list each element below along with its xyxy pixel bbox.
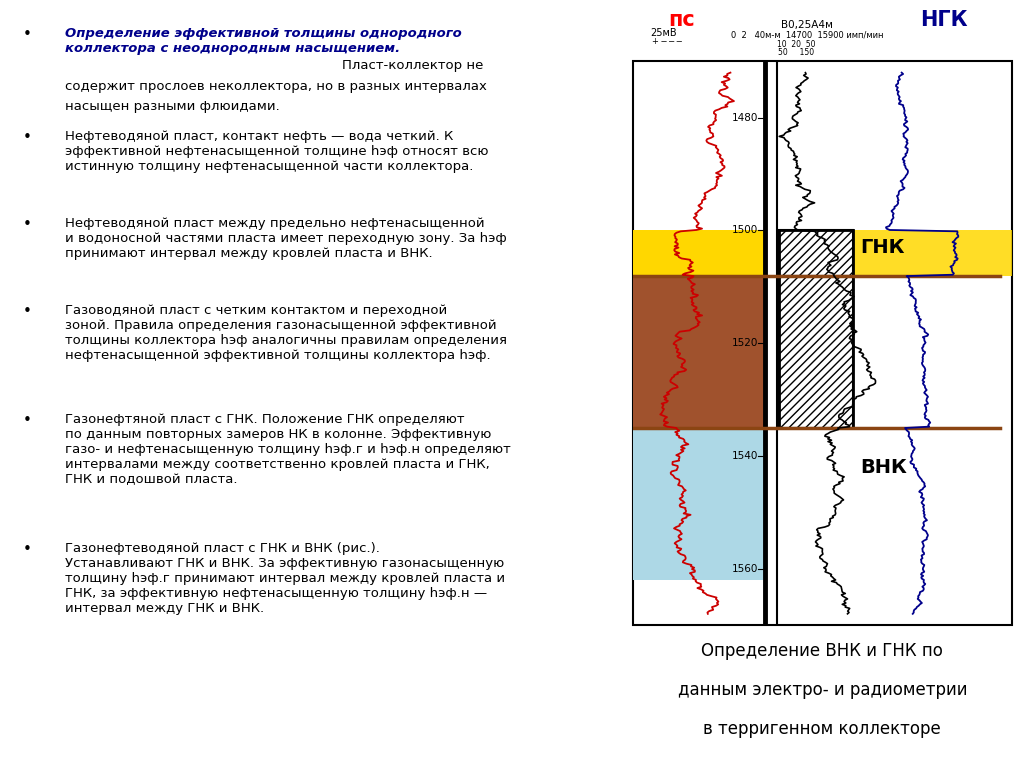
Bar [633,275,766,428]
Text: ВНК: ВНК [860,458,907,477]
Text: 1500: 1500 [731,225,758,235]
Text: 50     150: 50 150 [777,48,814,58]
Text: ГНК: ГНК [860,238,904,257]
Text: 25мВ: 25мВ [650,28,677,38]
Text: •: • [23,27,32,42]
Text: 1540: 1540 [731,451,758,461]
Text: насыщен разными флюидами.: насыщен разными флюидами. [66,100,280,114]
Bar [633,230,766,275]
Bar [633,428,766,580]
Text: •: • [23,130,32,145]
Text: Газонефтяной пласт с ГНК. Положение ГНК определяют
по данным повторных замеров Н: Газонефтяной пласт с ГНК. Положение ГНК … [66,413,511,486]
Text: •: • [23,413,32,428]
Text: содержит прослоев неколлектора, но в разных интервалах: содержит прослоев неколлектора, но в раз… [66,80,487,93]
Text: Нефтеводяной пласт, контакт нефть — вода четкий. К
эффективной нефтенасыщенной т: Нефтеводяной пласт, контакт нефть — вода… [66,130,488,173]
Text: пс: пс [669,10,695,31]
Text: Определение ВНК и ГНК по: Определение ВНК и ГНК по [701,642,943,660]
Text: Определение эффективной толщины однородного
коллектора с неоднородным насыщением: Определение эффективной толщины однородн… [66,27,462,55]
Text: •: • [23,542,32,557]
Text: 1520: 1520 [731,338,758,348]
Bar [849,230,1012,275]
Text: 1480: 1480 [731,113,758,123]
Bar [778,230,853,275]
Text: Газонефтеводяной пласт с ГНК и ВНК (рис.).
Устанавливают ГНК и ВНК. За эффективн: Газонефтеводяной пласт с ГНК и ВНК (рис.… [66,542,505,614]
Bar [778,230,853,275]
Text: Пласт-коллектор не: Пласт-коллектор не [342,59,483,72]
Text: НГК: НГК [920,10,968,31]
Text: + ─ ─ ─: + ─ ─ ─ [652,37,682,45]
Text: B0,25A4м: B0,25A4м [781,21,834,31]
Text: Газоводяной пласт с четким контактом и переходной
зоной. Правила определения газ: Газоводяной пласт с четким контактом и п… [66,304,507,363]
Bar [778,275,853,428]
Text: •: • [23,217,32,232]
Text: 0  2   40м-м  14700  15900 имп/мин: 0 2 40м-м 14700 15900 имп/мин [731,31,884,40]
Bar [778,275,853,428]
Text: 10  20  50: 10 20 50 [776,40,815,49]
Text: данным электро- и радиометрии: данным электро- и радиометрии [678,681,967,699]
Text: Нефтеводяной пласт между предельно нефтенасыщенной
и водоносной частями пласта и: Нефтеводяной пласт между предельно нефте… [66,217,507,260]
Text: в терригенном коллекторе: в терригенном коллекторе [703,720,941,738]
Text: •: • [23,304,32,320]
Text: 1560: 1560 [731,564,758,574]
